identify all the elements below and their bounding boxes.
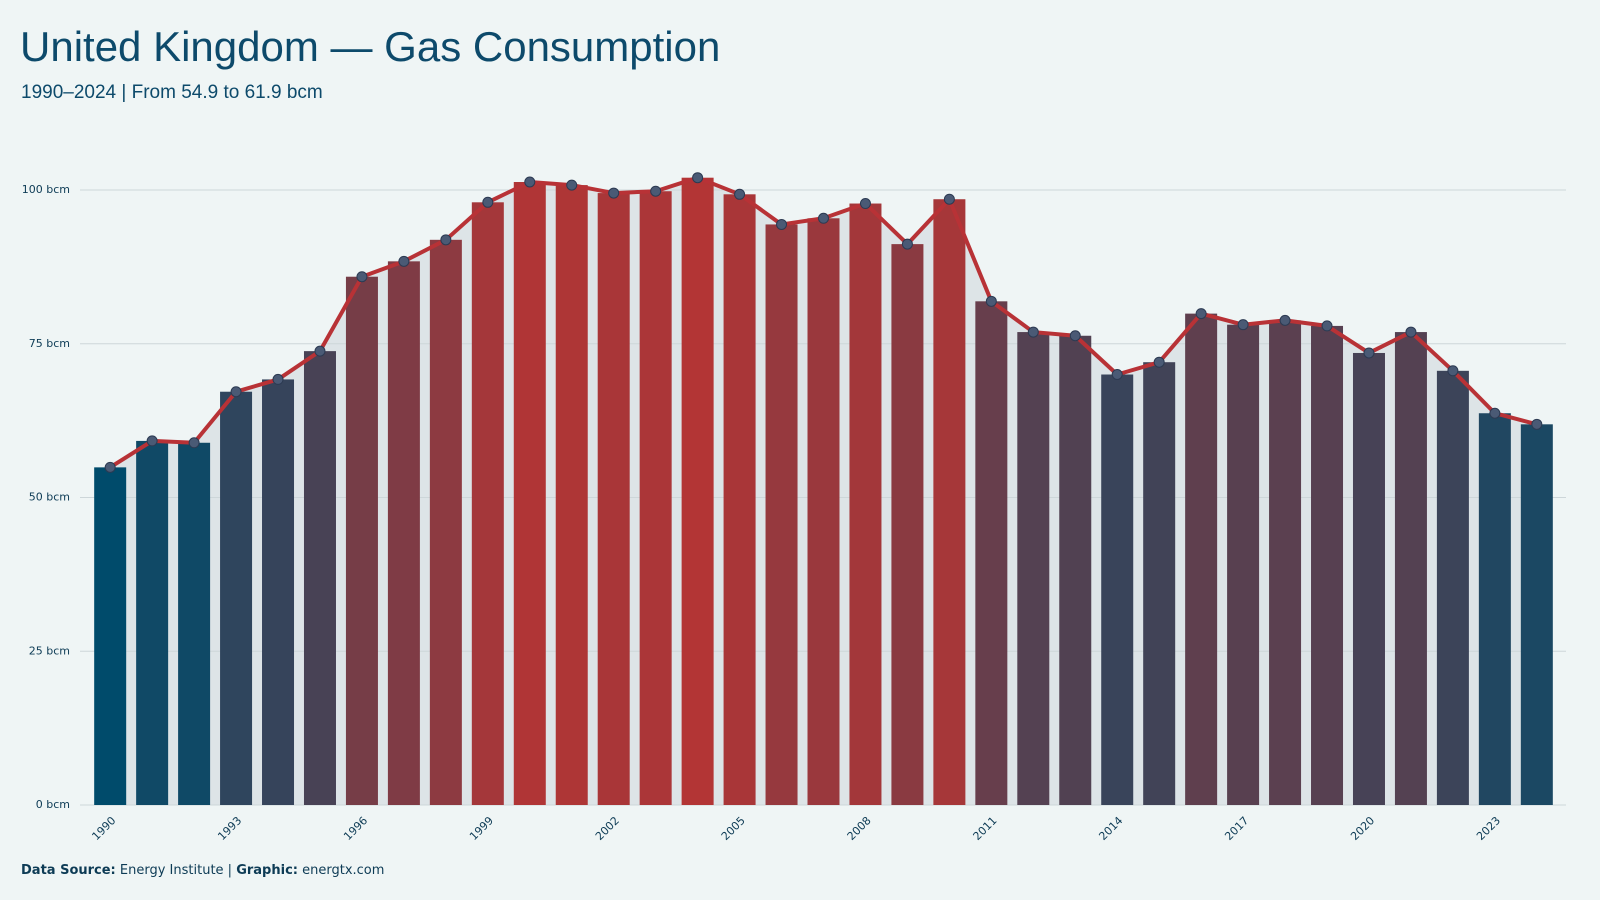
bar — [597, 193, 630, 805]
point — [985, 295, 997, 307]
y-tick-label: 100 bcm — [22, 183, 70, 196]
x-tick-label: 2017 — [1222, 814, 1251, 843]
x-tick-label: 1990 — [89, 814, 118, 843]
bar — [723, 194, 756, 805]
x-tick-label: 2005 — [719, 814, 748, 843]
point — [1111, 369, 1123, 380]
point — [1363, 347, 1375, 359]
point — [1027, 326, 1039, 338]
y-tick-label: 0 bcm — [36, 798, 70, 811]
point — [356, 271, 368, 283]
graphic: energtx.com — [302, 863, 384, 878]
bar — [1101, 374, 1134, 805]
x-tick-label: 2011 — [971, 814, 1000, 843]
chart-subtitle: 1990–2024 | From 54.9 to 61.9 bcm — [21, 82, 323, 103]
bar — [513, 182, 546, 805]
bar — [891, 244, 924, 805]
bar — [1478, 413, 1511, 805]
point — [608, 187, 620, 199]
point — [146, 435, 158, 447]
bar — [555, 185, 588, 805]
x-tick-label: 1996 — [341, 814, 370, 843]
bar — [178, 442, 211, 805]
bar — [303, 351, 336, 805]
bar — [765, 224, 798, 805]
bar — [387, 261, 420, 806]
x-tick-label: 2014 — [1096, 814, 1125, 843]
point — [1321, 320, 1333, 332]
bar — [1059, 335, 1092, 805]
bar — [471, 202, 504, 806]
point — [1447, 365, 1459, 377]
point — [566, 179, 578, 191]
bar — [1227, 324, 1260, 805]
y-tick-label: 50 bcm — [29, 491, 70, 504]
point — [104, 461, 116, 473]
bar — [1017, 332, 1050, 805]
point — [1195, 308, 1207, 320]
graphic-label: Graphic: — [236, 863, 298, 878]
x-tick-label: 2008 — [845, 814, 874, 843]
bar — [681, 177, 714, 805]
bar — [639, 191, 672, 806]
point — [188, 437, 200, 449]
bar — [975, 301, 1008, 805]
point — [943, 193, 955, 205]
bar — [1185, 313, 1218, 805]
bar — [136, 440, 169, 805]
point — [859, 198, 871, 210]
point — [482, 196, 494, 208]
bar — [262, 379, 295, 805]
bar — [933, 199, 966, 806]
point — [1153, 356, 1165, 368]
x-tick-label: 1993 — [215, 814, 244, 843]
bar — [1394, 332, 1427, 805]
point — [1531, 418, 1543, 430]
point — [1069, 330, 1081, 342]
x-tick-label: 1999 — [467, 814, 496, 843]
point — [230, 386, 242, 398]
bar — [1143, 362, 1176, 805]
point — [272, 373, 284, 385]
chart-title: United Kingdom — Gas Consumption — [20, 23, 720, 70]
source: Energy Institute | — [120, 863, 232, 878]
y-tick-label: 25 bcm — [29, 644, 70, 657]
x-tick-label: 2002 — [593, 814, 622, 843]
footer: Data Source: Energy Institute | Graphic:… — [21, 863, 384, 878]
point — [1237, 319, 1249, 331]
bar — [1436, 370, 1469, 805]
point — [440, 234, 452, 246]
point — [1405, 326, 1417, 338]
point — [734, 188, 746, 200]
bar — [1520, 424, 1553, 805]
source-label: Data Source: — [21, 863, 116, 878]
bar — [94, 467, 127, 805]
point — [398, 255, 410, 267]
bar — [1311, 325, 1344, 805]
point — [692, 172, 704, 184]
point — [524, 176, 536, 188]
bar — [849, 203, 882, 805]
x-tick-label: 2023 — [1474, 814, 1503, 843]
x-tick-label: 2020 — [1348, 814, 1377, 843]
point — [314, 345, 326, 357]
y-tick-label: 75 bcm — [29, 337, 70, 350]
point — [650, 185, 662, 197]
bar — [1269, 320, 1302, 805]
bar — [1352, 352, 1385, 805]
point — [818, 212, 829, 224]
bar — [429, 239, 462, 805]
bar — [220, 391, 253, 805]
point — [1279, 314, 1291, 326]
bar — [345, 276, 378, 806]
point — [901, 238, 913, 250]
point — [1489, 407, 1501, 419]
point — [776, 218, 788, 230]
bar — [807, 218, 840, 806]
